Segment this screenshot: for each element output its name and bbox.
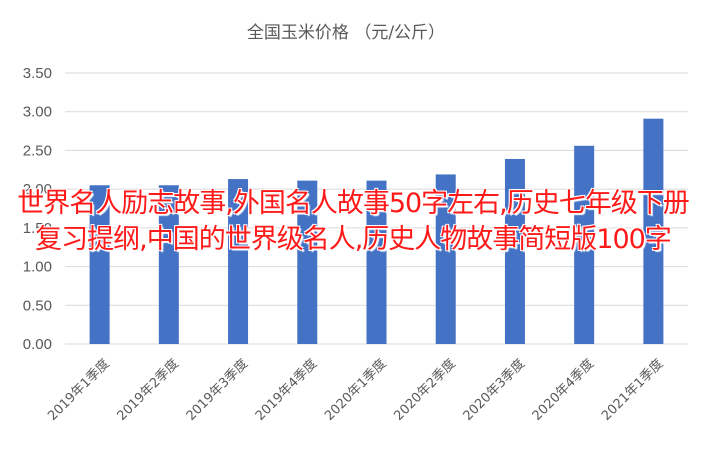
y-tick-label: 3.00	[23, 104, 52, 121]
x-tick-label: 2019年4季度	[252, 356, 320, 424]
bar	[89, 185, 110, 344]
y-tick-label: 0.50	[23, 297, 52, 314]
y-tick-label: 3.50	[23, 65, 52, 82]
y-tick-label: 2.00	[23, 181, 52, 198]
bar	[297, 180, 318, 344]
bar	[366, 180, 387, 344]
y-axis-labels: 0.00 0.50 1.00 1.50 2.00 2.50 3.00 3.50	[23, 65, 52, 353]
bar	[158, 185, 179, 344]
x-tick-label: 2020年2季度	[391, 356, 459, 424]
x-axis-labels: 2019年1季度 2019年2季度 2019年3季度 2019年4季度 2020年1季度…	[45, 356, 667, 424]
x-tick-label: 2020年1季度	[321, 356, 389, 424]
y-tick-label: 2.50	[23, 142, 52, 159]
x-tick-label: 2019年2季度	[114, 356, 182, 424]
x-tick-label: 2019年3季度	[183, 356, 251, 424]
x-tick-label: 2019年1季度	[45, 356, 113, 424]
y-tick-label: 1.00	[23, 259, 52, 276]
chart-title: 全国玉米价格 （元/公斤）	[247, 23, 445, 43]
bar	[228, 179, 249, 344]
y-tick-label: 1.50	[23, 220, 52, 237]
x-tick-label: 2021年1季度	[598, 356, 666, 424]
x-tick-label: 2020年4季度	[529, 356, 597, 424]
x-tick-label: 2020年3季度	[460, 356, 528, 424]
bar	[643, 118, 664, 344]
bar	[435, 174, 456, 344]
y-tick-label: 0.00	[23, 336, 52, 353]
bar	[574, 145, 595, 344]
overlay-headline: 世界名人励志故事,外国名人故事50字左右,历史七年级下册复习提纲,中国的世界级名…	[17, 188, 690, 255]
bar	[504, 158, 525, 344]
bars	[89, 118, 664, 344]
